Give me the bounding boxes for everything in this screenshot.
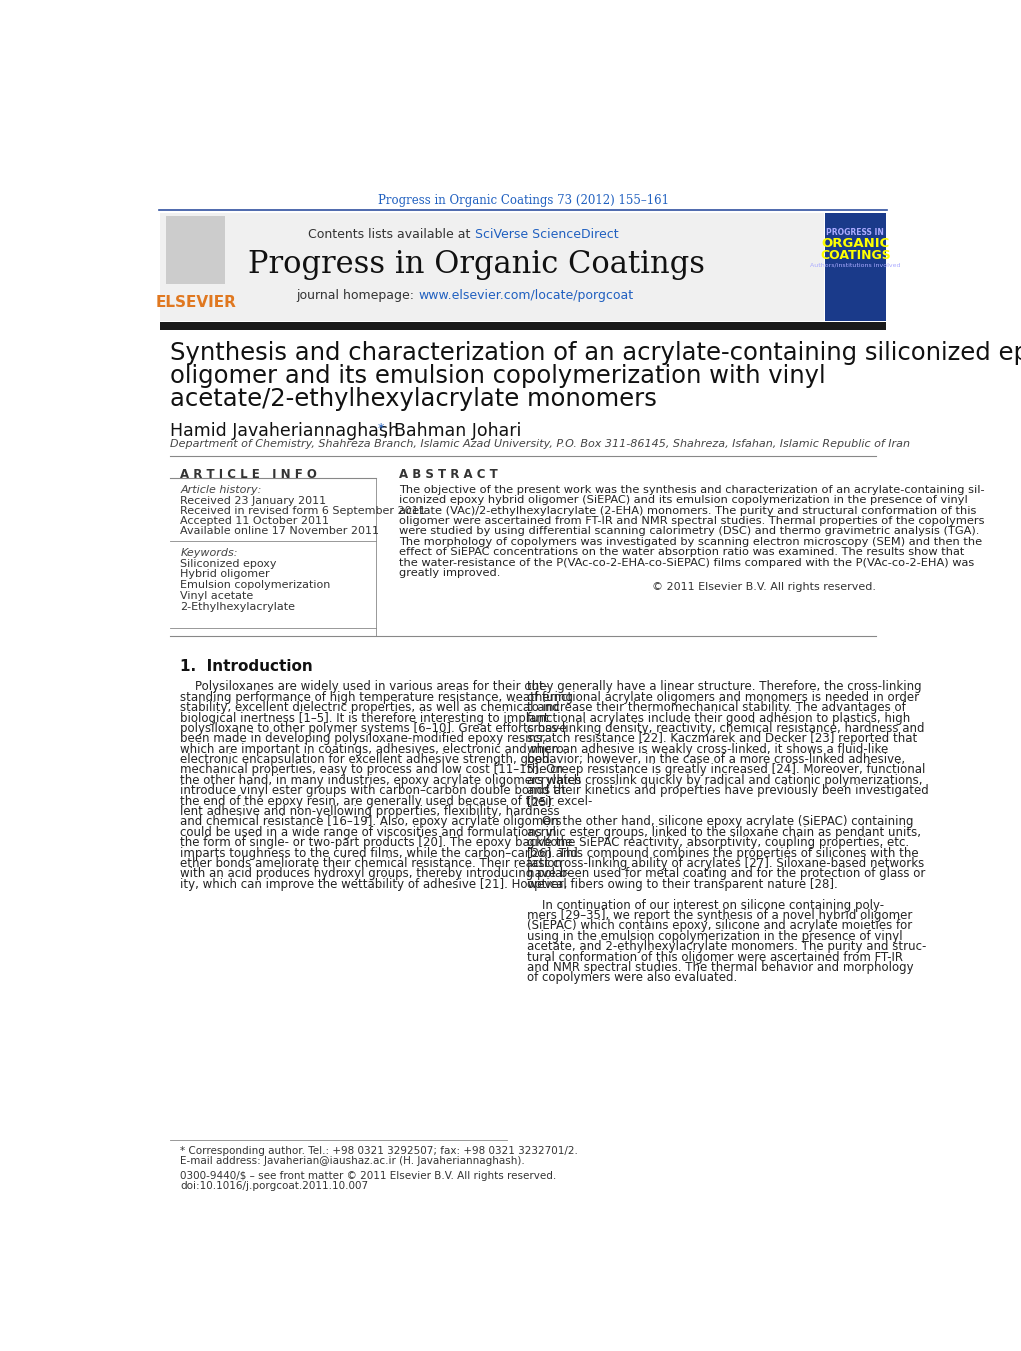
Text: acrylic ester groups, linked to the siloxane chain as pendant units,: acrylic ester groups, linked to the silo… [527, 825, 921, 839]
Text: Progress in Organic Coatings: Progress in Organic Coatings [248, 249, 704, 280]
Text: Siliconized epoxy: Siliconized epoxy [181, 559, 277, 569]
Text: to increase their thermomechanical stability. The advantages of: to increase their thermomechanical stabi… [527, 701, 906, 715]
Text: * Corresponding author. Tel.: +98 0321 3292507; fax: +98 0321 3232701/2.: * Corresponding author. Tel.: +98 0321 3… [181, 1146, 578, 1156]
Text: oligomer and its emulsion copolymerization with vinyl: oligomer and its emulsion copolymerizati… [171, 363, 826, 388]
Text: have been used for metal coating and for the protection of glass or: have been used for metal coating and for… [527, 867, 925, 881]
Text: SciVerse ScienceDirect: SciVerse ScienceDirect [475, 228, 619, 242]
Text: mers [29–35], we report the synthesis of a novel hybrid oligomer: mers [29–35], we report the synthesis of… [527, 909, 912, 921]
FancyBboxPatch shape [825, 213, 886, 320]
Text: On the other hand, silicone epoxy acrylate (SiEPAC) containing: On the other hand, silicone epoxy acryla… [527, 816, 913, 828]
Text: doi:10.1016/j.porgcoat.2011.10.007: doi:10.1016/j.porgcoat.2011.10.007 [181, 1181, 369, 1190]
Text: using in the emulsion copolymerization in the presence of vinyl: using in the emulsion copolymerization i… [527, 929, 903, 943]
Text: Emulsion copolymerization: Emulsion copolymerization [181, 580, 331, 590]
Text: Department of Chemistry, Shahreza Branch, Islamic Azad University, P.O. Box 311-: Department of Chemistry, Shahreza Branch… [171, 439, 911, 450]
Text: with an acid produces hydroxyl groups, thereby introducing polar-: with an acid produces hydroxyl groups, t… [181, 867, 571, 881]
Text: were studied by using differential scanning calorimetry (DSC) and thermo gravime: were studied by using differential scann… [399, 527, 979, 536]
Text: Synthesis and characterization of an acrylate-containing siliconized epoxy hybri: Synthesis and characterization of an acr… [171, 340, 1021, 365]
Text: The morphology of copolymers was investigated by scanning electron microscopy (S: The morphology of copolymers was investi… [399, 536, 982, 547]
Text: polysiloxane to other polymer systems [6–10]. Great efforts have: polysiloxane to other polymer systems [6… [181, 721, 567, 735]
Text: biological inertness [1–5]. It is therefore interesting to implant: biological inertness [1–5]. It is theref… [181, 712, 549, 724]
Text: Accepted 11 October 2011: Accepted 11 October 2011 [181, 516, 330, 526]
Text: 1.  Introduction: 1. Introduction [181, 659, 313, 674]
Text: stability, excellent dielectric properties, as well as chemical and: stability, excellent dielectric properti… [181, 701, 560, 715]
Text: ether bonds ameliorate their chemical resistance. Their reaction: ether bonds ameliorate their chemical re… [181, 857, 563, 870]
Text: acrylates crosslink quickly by radical and cationic polymerizations,: acrylates crosslink quickly by radical a… [527, 774, 922, 786]
FancyBboxPatch shape [160, 213, 824, 320]
Text: Received in revised form 6 September 2011: Received in revised form 6 September 201… [181, 505, 426, 516]
Text: electronic encapsulation for excellent adhesive strength, good: electronic encapsulation for excellent a… [181, 753, 550, 766]
Text: 0300-9440/$ – see front matter © 2011 Elsevier B.V. All rights reserved.: 0300-9440/$ – see front matter © 2011 El… [181, 1171, 556, 1181]
Text: introduce vinyl ester groups with carbon–carbon double bonds at: introduce vinyl ester groups with carbon… [181, 785, 567, 797]
Text: A R T I C L E   I N F O: A R T I C L E I N F O [181, 467, 318, 481]
Text: E-mail address: Javaherian@iaushaz.ac.ir (H. Javaheriannaghash).: E-mail address: Javaherian@iaushaz.ac.ir… [181, 1156, 525, 1166]
Text: www.elsevier.com/locate/porgcoat: www.elsevier.com/locate/porgcoat [419, 289, 633, 303]
Text: Polysiloxanes are widely used in various areas for their out-: Polysiloxanes are widely used in various… [181, 681, 548, 693]
Text: COATINGS: COATINGS [820, 249, 890, 262]
FancyBboxPatch shape [166, 216, 226, 284]
Text: 2-Ethylhexylacrylate: 2-Ethylhexylacrylate [181, 601, 295, 612]
Text: cross-linking density, reactivity, chemical resistance, hardness and: cross-linking density, reactivity, chemi… [527, 721, 924, 735]
Text: © 2011 Elsevier B.V. All rights reserved.: © 2011 Elsevier B.V. All rights reserved… [652, 582, 876, 592]
Text: PROGRESS IN: PROGRESS IN [826, 227, 884, 236]
Text: acetate/2-ethylhexylacrylate monomers: acetate/2-ethylhexylacrylate monomers [171, 386, 658, 411]
Text: lent adhesive and non-yellowing properties, flexibility, hardness: lent adhesive and non-yellowing properti… [181, 805, 560, 819]
Text: and their kinetics and properties have previously been investigated: and their kinetics and properties have p… [527, 785, 928, 797]
Text: imparts toughness to the cured films, while the carbon–carbon and: imparts toughness to the cured films, wh… [181, 847, 578, 859]
Text: behavior; however, in the case of a more cross-linked adhesive,: behavior; however, in the case of a more… [527, 753, 905, 766]
Text: *: * [378, 423, 384, 435]
Text: fast cross-linking ability of acrylates [27]. Siloxane-based networks: fast cross-linking ability of acrylates … [527, 857, 924, 870]
Text: A B S T R A C T: A B S T R A C T [399, 467, 497, 481]
Text: oligomer were ascertained from FT-IR and NMR spectral studies. Thermal propertie: oligomer were ascertained from FT-IR and… [399, 516, 984, 526]
Text: , Bahman Johari: , Bahman Johari [383, 423, 521, 440]
Text: The objective of the present work was the synthesis and characterization of an a: The objective of the present work was th… [399, 485, 984, 494]
Text: optical fibers owing to their transparent nature [28].: optical fibers owing to their transparen… [527, 878, 837, 890]
Text: which are important in coatings, adhesives, electronic and micro-: which are important in coatings, adhesiv… [181, 743, 569, 755]
Text: Hamid Javaheriannaghash: Hamid Javaheriannaghash [171, 423, 399, 440]
Text: the form of single- or two-part products [20]. The epoxy backbone: the form of single- or two-part products… [181, 836, 573, 850]
Text: ity, which can improve the wettability of adhesive [21]. However,: ity, which can improve the wettability o… [181, 878, 568, 890]
Text: (SiEPAC) which contains epoxy, silicone and acrylate moieties for: (SiEPAC) which contains epoxy, silicone … [527, 920, 912, 932]
Text: ORGANIC: ORGANIC [821, 236, 889, 250]
Text: Available online 17 November 2011: Available online 17 November 2011 [181, 526, 380, 535]
Text: and NMR spectral studies. The thermal behavior and morphology: and NMR spectral studies. The thermal be… [527, 961, 914, 974]
Text: Received 23 January 2011: Received 23 January 2011 [181, 496, 327, 505]
Text: could be used in a wide range of viscosities and formulations in: could be used in a wide range of viscosi… [181, 825, 556, 839]
Text: greatly improved.: greatly improved. [399, 567, 500, 578]
Text: standing performance of high temperature resistance, weathering: standing performance of high temperature… [181, 690, 574, 704]
Text: give the SiEPAC reactivity, absorptivity, coupling properties, etc.: give the SiEPAC reactivity, absorptivity… [527, 836, 909, 850]
FancyBboxPatch shape [160, 322, 886, 330]
Text: the creep resistance is greatly increased [24]. Moreover, functional: the creep resistance is greatly increase… [527, 763, 925, 777]
Text: Contents lists available at: Contents lists available at [308, 228, 475, 242]
Text: the other hand, in many industries, epoxy acrylate oligomers which: the other hand, in many industries, epox… [181, 774, 582, 786]
Text: Vinyl acetate: Vinyl acetate [181, 590, 253, 601]
Text: mechanical properties, easy to process and low cost [11–15]. On: mechanical properties, easy to process a… [181, 763, 564, 777]
Text: Progress in Organic Coatings 73 (2012) 155–161: Progress in Organic Coatings 73 (2012) 1… [378, 195, 669, 208]
Text: Article history:: Article history: [181, 485, 261, 494]
Text: In continuation of our interest on silicone containing poly-: In continuation of our interest on silic… [527, 898, 884, 912]
Text: been made in developing polysiloxane-modified epoxy resins,: been made in developing polysiloxane-mod… [181, 732, 546, 746]
Text: iconized epoxy hybrid oligomer (SiEPAC) and its emulsion copolymerization in the: iconized epoxy hybrid oligomer (SiEPAC) … [399, 496, 968, 505]
Text: tural conformation of this oligomer were ascertained from FT-IR: tural conformation of this oligomer were… [527, 951, 903, 963]
Text: journal homepage:: journal homepage: [296, 289, 419, 303]
Text: scratch resistance [22]. Kaczmarek and Decker [23] reported that: scratch resistance [22]. Kaczmarek and D… [527, 732, 917, 746]
Text: Hybrid oligomer: Hybrid oligomer [181, 570, 270, 580]
Text: when an adhesive is weakly cross-linked, it shows a fluid-like: when an adhesive is weakly cross-linked,… [527, 743, 888, 755]
Text: acetate (VAc)/2-ethylhexylacrylate (2-EHA) monomers. The purity and structural c: acetate (VAc)/2-ethylhexylacrylate (2-EH… [399, 505, 976, 516]
Text: Keywords:: Keywords: [181, 549, 238, 558]
Text: and chemical resistance [16–19]. Also, epoxy acrylate oligomers: and chemical resistance [16–19]. Also, e… [181, 816, 562, 828]
Text: of copolymers were also evaluated.: of copolymers were also evaluated. [527, 971, 737, 985]
Text: the end of the epoxy resin, are generally used because of their excel-: the end of the epoxy resin, are generall… [181, 794, 593, 808]
Text: acetate, and 2-ethylhexylacrylate monomers. The purity and struc-: acetate, and 2-ethylhexylacrylate monome… [527, 940, 926, 954]
Text: effect of SiEPAC concentrations on the water absorption ratio was examined. The : effect of SiEPAC concentrations on the w… [399, 547, 964, 557]
Text: they generally have a linear structure. Therefore, the cross-linking: they generally have a linear structure. … [527, 681, 921, 693]
Text: [26]. This compound combines the properties of silicones with the: [26]. This compound combines the propert… [527, 847, 918, 859]
Text: [25].: [25]. [527, 794, 554, 808]
Text: Authors/institutions involved: Authors/institutions involved [810, 262, 901, 267]
Text: of functional acrylate oligomers and monomers is needed in order: of functional acrylate oligomers and mon… [527, 690, 919, 704]
Text: ELSEVIER: ELSEVIER [155, 296, 236, 311]
Text: functional acrylates include their good adhesion to plastics, high: functional acrylates include their good … [527, 712, 910, 724]
Text: the water-resistance of the P(VAc-co-2-EHA-co-SiEPAC) films compared with the P(: the water-resistance of the P(VAc-co-2-E… [399, 558, 974, 567]
